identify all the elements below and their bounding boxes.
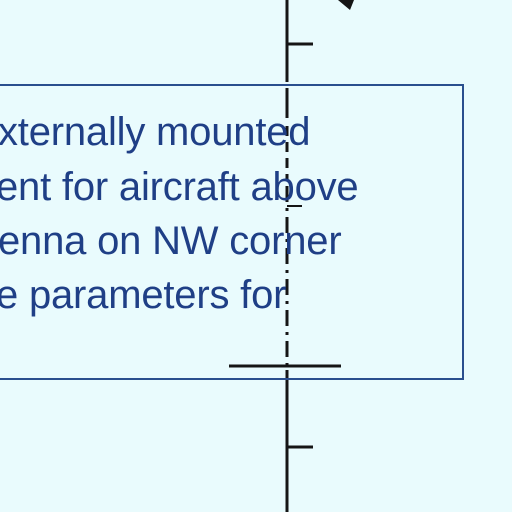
arrow-tip-icon xyxy=(338,0,354,10)
note-text-line-1: xternally mounted xyxy=(0,110,311,154)
note-text-line-2: ent for aircraft above xyxy=(0,165,359,209)
note-text-line-3: enna on NW corner xyxy=(0,219,342,263)
note-box xyxy=(0,84,464,380)
note-text-line-4: e parameters for xyxy=(0,273,287,317)
